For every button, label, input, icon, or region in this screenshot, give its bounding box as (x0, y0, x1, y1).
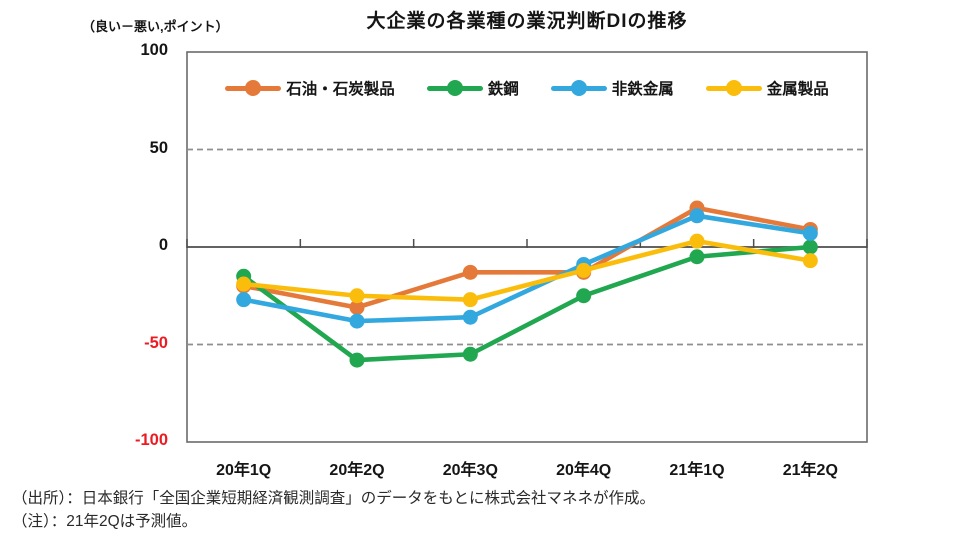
x-tick-label-3: 20年4Q (556, 462, 612, 479)
x-tick-label-4: 21年1Q (669, 462, 725, 479)
data-point-s2-q2 (462, 309, 478, 325)
y-tick-label-0: 0 (158, 236, 168, 254)
legend-marker-icon (550, 80, 607, 96)
legend-item-0: 石油・石炭製品 (225, 77, 395, 99)
data-point-s2-q0 (236, 292, 252, 308)
legend-dot (725, 80, 742, 96)
y-axis-unit-label: （良い－悪い,ポイント） (82, 19, 229, 34)
legend-marker-icon (705, 80, 762, 96)
x-tick-label-2: 20年3Q (442, 462, 498, 479)
data-point-s2-q5 (802, 225, 818, 241)
data-point-s1-q5 (802, 239, 818, 255)
y-tick-label--50: -50 (144, 333, 168, 352)
legend-dot (446, 80, 463, 96)
legend-label: 金属製品 (766, 81, 829, 98)
data-point-s1-q1 (349, 352, 365, 368)
data-point-s0-q2 (462, 264, 478, 280)
data-point-s1-q3 (576, 288, 592, 304)
y-tick-label--100: -100 (134, 431, 168, 449)
legend-dot (245, 80, 262, 96)
x-tick-label-1: 20年2Q (329, 462, 385, 479)
legend-marker-icon (225, 80, 282, 96)
legend-label: 石油・石炭製品 (286, 81, 395, 98)
data-point-s2-q1 (349, 313, 365, 329)
legend-marker-icon (426, 80, 483, 96)
chart-legend: 石油・石炭製品 鉄鋼 非鉄金属 金属製品 (187, 77, 867, 99)
data-point-s3-q0 (236, 276, 252, 292)
y-tick-label-50: 50 (149, 138, 168, 157)
chart-title: 大企業の各業種の業況判断DIの推移 (366, 11, 688, 32)
legend-item-3: 金属製品 (705, 77, 829, 99)
data-point-s1-q2 (462, 346, 478, 362)
series-line-1 (241, 244, 813, 363)
source-note: （出所）：日本銀行「全国企業短期経済観測調査」のデータをもとに株式会社マネネが作… (12, 490, 655, 507)
series-line-3 (241, 238, 813, 302)
series-line-2 (241, 213, 813, 324)
data-point-s3-q2 (462, 292, 478, 308)
legend-dot (570, 80, 587, 96)
x-tick-label-5: 21年2Q (782, 462, 838, 479)
data-point-s3-q4 (689, 233, 705, 249)
forecast-note: （注）：21年2Qは予測値。 (12, 513, 198, 530)
data-point-s3-q5 (802, 253, 818, 269)
legend-item-2: 非鉄金属 (550, 77, 674, 99)
chart-footer: （出所）：日本銀行「全国企業短期経済観測調査」のデータをもとに株式会社マネネが作… (12, 487, 655, 533)
legend-label: 鉄鋼 (487, 81, 519, 98)
data-point-s0-q1 (349, 299, 365, 315)
data-point-s3-q3 (576, 262, 592, 278)
y-tick-label-100: 100 (140, 41, 168, 59)
series-line-0 (241, 205, 813, 310)
legend-label: 非鉄金属 (611, 81, 674, 98)
data-point-s1-q4 (689, 249, 705, 265)
legend-item-1: 鉄鋼 (426, 77, 519, 99)
data-point-s2-q4 (689, 208, 705, 224)
x-tick-label-0: 20年1Q (216, 462, 272, 479)
data-point-s3-q1 (349, 288, 365, 304)
